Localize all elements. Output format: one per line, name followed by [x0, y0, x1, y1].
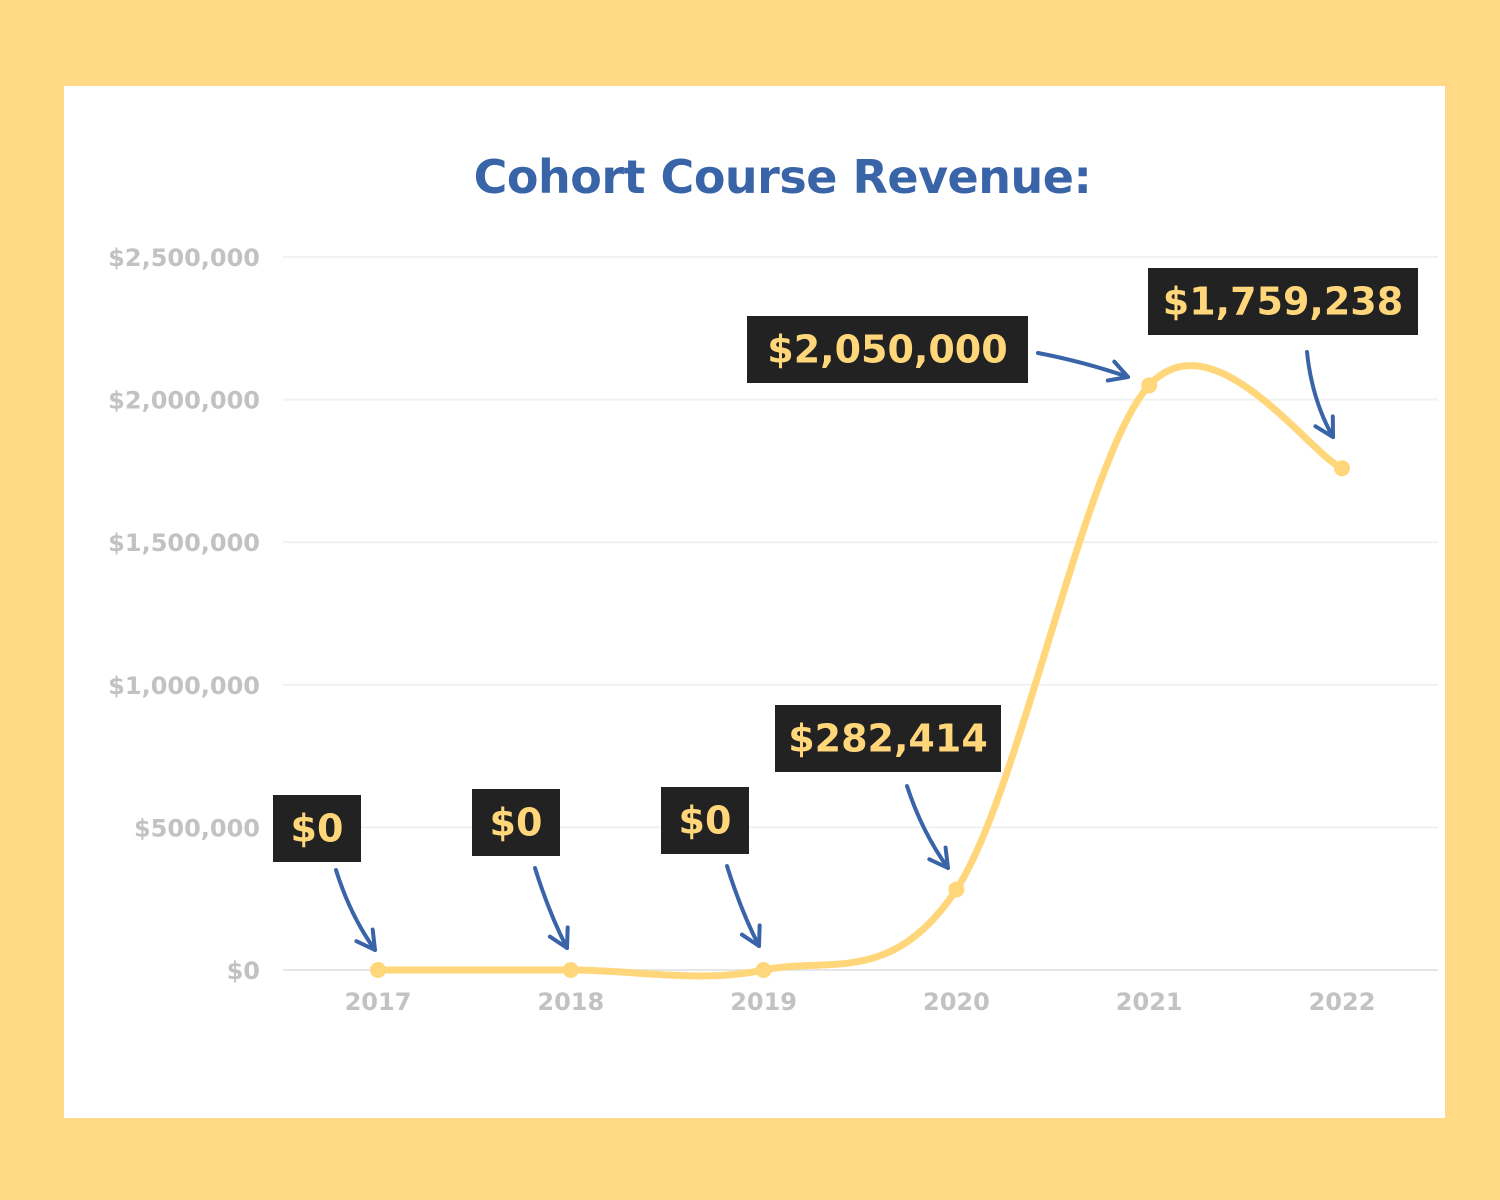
revenue-line — [374, 362, 1346, 980]
arrow-icon — [725, 864, 762, 948]
data-label: $0 — [490, 801, 543, 845]
y-tick-label: $500,000 — [134, 814, 260, 842]
data-label-box — [747, 316, 1028, 383]
annotation-arrows — [334, 350, 1335, 952]
data-label-box — [472, 789, 560, 856]
x-tick-label: 2018 — [537, 988, 604, 1016]
x-tick-label: 2019 — [730, 988, 797, 1016]
chart-title: Cohort Course Revenue: — [473, 150, 1092, 204]
y-tick-label: $2,500,000 — [108, 244, 260, 272]
data-label: $0 — [291, 807, 344, 851]
arrow-icon — [905, 784, 950, 870]
data-point — [1334, 460, 1350, 477]
arrow-icon — [334, 868, 377, 952]
x-tick-label: 2021 — [1116, 988, 1183, 1016]
x-tick-label: 2022 — [1309, 988, 1376, 1016]
data-point — [755, 962, 772, 978]
y-tick-label: $1,500,000 — [108, 529, 260, 557]
arrow-icon — [533, 866, 570, 950]
data-label-box — [775, 705, 1001, 772]
data-label-box — [661, 787, 749, 854]
x-tick-label: 2017 — [345, 988, 412, 1016]
x-tick-label: 2020 — [923, 988, 990, 1016]
arrow-icon — [1305, 350, 1335, 439]
series-line — [374, 362, 1346, 980]
arrow-icon — [1036, 351, 1130, 383]
y-tick-label: $2,000,000 — [108, 387, 260, 415]
y-axis: $0 $500,000 $1,000,000 $1,500,000 $2,000,000… — [108, 244, 260, 985]
y-tick-label: $0 — [227, 957, 260, 985]
data-label-box — [273, 795, 361, 862]
data-label: $2,050,000 — [767, 328, 1007, 372]
data-label: $1,759,238 — [1163, 280, 1403, 324]
data-points — [370, 377, 1350, 978]
data-label-box — [1148, 268, 1418, 335]
y-tick-label: $1,000,000 — [108, 672, 260, 700]
data-labels: $0 $0 $0 $282,414 $2,050,000 $1,759,238 — [273, 268, 1418, 862]
data-point — [370, 962, 386, 978]
data-point — [562, 962, 579, 978]
x-axis: 2017 2018 2019 2020 2021 2022 — [345, 988, 1376, 1016]
data-point — [1141, 377, 1158, 394]
data-point — [948, 881, 965, 898]
data-label: $282,414 — [788, 717, 988, 761]
data-label: $0 — [679, 799, 732, 843]
